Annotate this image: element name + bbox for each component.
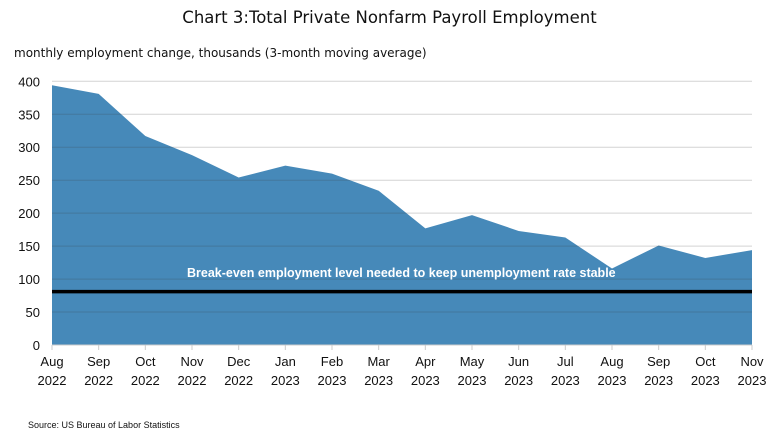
y-tick-label: 400 <box>18 74 40 89</box>
x-tick-label-month: Sep <box>87 354 110 369</box>
x-tick-label-year: 2023 <box>738 373 767 388</box>
x-tick-label-year: 2023 <box>271 373 300 388</box>
x-tick-label-month: Nov <box>180 354 204 369</box>
x-tick-label-year: 2023 <box>411 373 440 388</box>
x-tick-label-month: Aug <box>40 354 63 369</box>
x-tick-label-year: 2022 <box>131 373 160 388</box>
y-tick-label: 300 <box>18 140 40 155</box>
y-tick-label: 250 <box>18 173 40 188</box>
x-tick-label-year: 2022 <box>178 373 207 388</box>
chart-title: Chart 3:Total Private Nonfarm Payroll Em… <box>182 8 597 27</box>
x-tick-label-month: Aug <box>600 354 623 369</box>
x-tick-label-year: 2023 <box>364 373 393 388</box>
x-tick-label-year: 2023 <box>318 373 347 388</box>
x-tick-label-month: May <box>460 354 485 369</box>
x-tick-label-month: Mar <box>367 354 390 369</box>
y-tick-label: 350 <box>18 107 40 122</box>
x-tick-label-month: Jan <box>275 354 296 369</box>
x-tick-label-month: Nov <box>740 354 764 369</box>
x-tick-label-month: Oct <box>695 354 716 369</box>
x-tick-label-year: 2023 <box>551 373 580 388</box>
x-tick-label-month: Jun <box>508 354 529 369</box>
x-tick-label-year: 2023 <box>598 373 627 388</box>
y-tick-label: 200 <box>18 206 40 221</box>
area-series <box>52 85 752 346</box>
x-tick-label-month: Oct <box>135 354 156 369</box>
x-tick-label-year: 2022 <box>84 373 113 388</box>
y-axis-label: monthly employment change, thousands (3-… <box>14 46 427 60</box>
y-tick-label: 100 <box>18 272 40 287</box>
y-tick-label: 150 <box>18 239 40 254</box>
x-tick-label-year: 2022 <box>224 373 253 388</box>
x-tick-label-year: 2023 <box>504 373 533 388</box>
x-tick-label-year: 2023 <box>458 373 487 388</box>
x-tick-label-month: Jul <box>557 354 574 369</box>
x-tick-label-month: Dec <box>227 354 251 369</box>
x-tick-label-month: Sep <box>647 354 670 369</box>
break-even-label: Break-even employment level needed to ke… <box>187 266 616 280</box>
x-tick-label-year: 2022 <box>38 373 67 388</box>
x-tick-label-month: Feb <box>321 354 343 369</box>
x-tick-label-year: 2023 <box>691 373 720 388</box>
y-tick-label: 0 <box>33 338 40 353</box>
x-tick-label-month: Apr <box>415 354 436 369</box>
x-tick-label-year: 2023 <box>644 373 673 388</box>
source-note: Source: US Bureau of Labor Statistics <box>28 420 180 430</box>
y-tick-label: 50 <box>26 305 40 320</box>
